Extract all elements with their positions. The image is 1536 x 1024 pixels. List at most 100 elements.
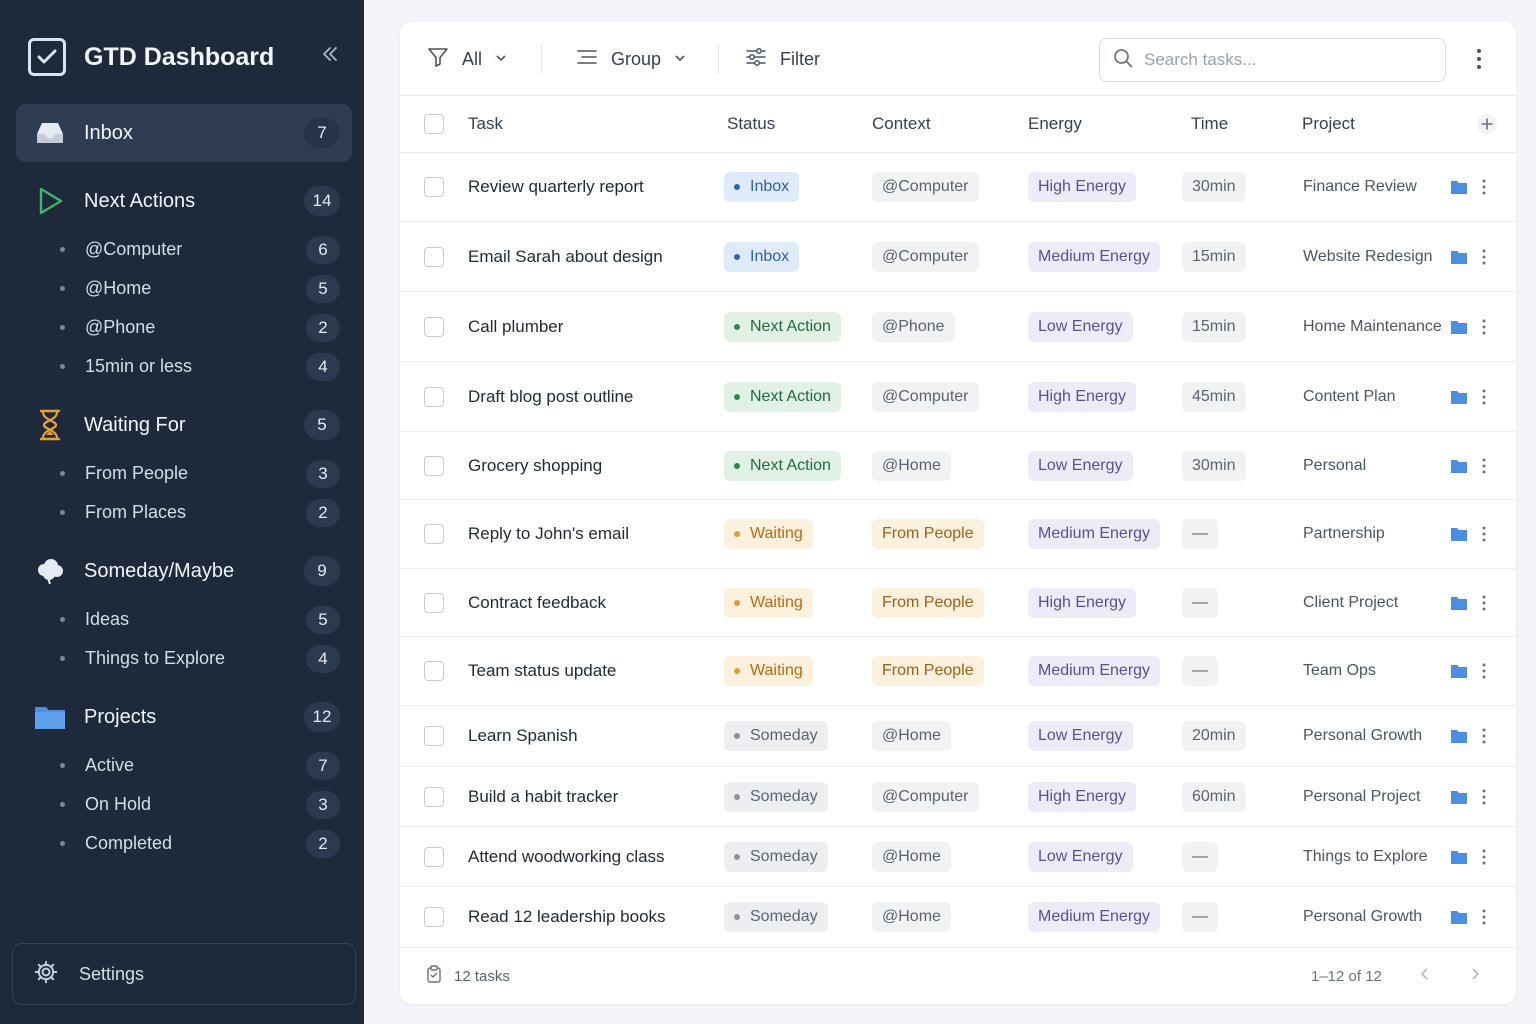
collapse-sidebar-icon[interactable] (320, 44, 340, 70)
column-energy[interactable]: Energy (1028, 114, 1082, 133)
time-badge[interactable]: 15min (1182, 241, 1246, 272)
row-checkbox[interactable] (424, 177, 444, 197)
table-row[interactable]: Build a habit tracker Someday @Computer Hig… (400, 767, 1516, 827)
sidebar-subitem--home[interactable]: @Home 5 (16, 269, 352, 308)
row-checkbox[interactable] (424, 246, 444, 267)
time-badge[interactable]: 60min (1182, 781, 1246, 812)
context-badge[interactable]: @Home (872, 450, 951, 481)
row-menu-icon[interactable] (1480, 767, 1488, 826)
row-menu-icon[interactable] (1480, 887, 1488, 947)
context-badge[interactable]: From People (872, 656, 984, 686)
time-badge[interactable]: 30min (1182, 172, 1246, 202)
time-badge[interactable]: — (1182, 587, 1218, 618)
row-checkbox[interactable] (424, 846, 444, 867)
column-task[interactable]: Task (468, 114, 503, 133)
context-badge[interactable]: @Home (872, 902, 951, 932)
add-column-icon[interactable] (1476, 96, 1498, 152)
row-checkbox[interactable] (424, 786, 444, 807)
table-row[interactable]: Attend woodworking class Someday @Home Low … (400, 827, 1516, 887)
settings-button[interactable]: Settings (12, 943, 356, 1005)
context-badge[interactable]: @Computer (872, 781, 979, 812)
table-row[interactable]: Read 12 leadership books Someday @Home Medi… (400, 887, 1516, 948)
folder-icon[interactable] (1450, 432, 1468, 499)
energy-badge[interactable]: Low Energy (1028, 311, 1133, 342)
status-badge[interactable]: Next Action (724, 311, 841, 342)
folder-icon[interactable] (1450, 827, 1468, 886)
energy-badge[interactable]: High Energy (1028, 381, 1137, 412)
folder-icon[interactable] (1450, 569, 1468, 636)
column-status[interactable]: Status (727, 114, 776, 133)
table-row[interactable]: Draft blog post outline Next Action @Compu… (400, 362, 1516, 432)
sidebar-item-waiting-for[interactable]: Waiting For 5 (16, 396, 352, 454)
sidebar-subitem--phone[interactable]: @Phone 2 (16, 308, 352, 347)
sidebar-subitem-ideas[interactable]: Ideas 5 (16, 600, 352, 639)
status-badge[interactable]: Waiting (724, 656, 813, 686)
time-badge[interactable]: 15min (1182, 311, 1246, 342)
table-row[interactable]: Team status update Waiting From People Medi… (400, 637, 1516, 706)
row-checkbox[interactable] (424, 726, 444, 746)
context-badge[interactable]: @Computer (872, 381, 979, 412)
row-checkbox[interactable] (424, 907, 444, 927)
folder-icon[interactable] (1450, 500, 1468, 568)
time-badge[interactable]: — (1182, 841, 1218, 872)
sidebar-subitem-from-people[interactable]: From People 3 (16, 454, 352, 493)
row-menu-icon[interactable] (1480, 827, 1488, 886)
folder-icon[interactable] (1450, 222, 1468, 291)
energy-badge[interactable]: Medium Energy (1028, 241, 1161, 272)
table-row[interactable]: Review quarterly report Inbox @Computer Hig… (400, 153, 1516, 222)
row-menu-icon[interactable] (1480, 432, 1488, 499)
row-menu-icon[interactable] (1480, 292, 1488, 361)
context-badge[interactable]: From People (872, 519, 984, 549)
sidebar-item-projects[interactable]: Projects 12 (16, 688, 352, 746)
status-badge[interactable]: Next Action (724, 450, 841, 481)
filter-all-dropdown[interactable]: All (426, 39, 508, 79)
folder-icon[interactable] (1450, 153, 1468, 221)
sidebar-subitem-on-hold[interactable]: On Hold 3 (16, 785, 352, 824)
time-badge[interactable]: — (1182, 519, 1218, 549)
folder-icon[interactable] (1450, 767, 1468, 826)
row-menu-icon[interactable] (1480, 637, 1488, 705)
sidebar-item-next-actions[interactable]: Next Actions 14 (16, 172, 352, 230)
status-badge[interactable]: Waiting (724, 587, 813, 618)
table-row[interactable]: Reply to John's email Waiting From People M… (400, 500, 1516, 569)
previous-page-icon[interactable] (1418, 965, 1432, 988)
row-menu-icon[interactable] (1480, 706, 1488, 766)
context-badge[interactable]: @Computer (872, 172, 979, 202)
context-badge[interactable]: @Computer (872, 241, 979, 272)
energy-badge[interactable]: Low Energy (1028, 721, 1133, 751)
folder-icon[interactable] (1450, 706, 1468, 766)
column-context[interactable]: Context (872, 114, 931, 133)
sidebar-subitem--computer[interactable]: @Computer 6 (16, 230, 352, 269)
table-row[interactable]: Call plumber Next Action @Phone Low Energy 1… (400, 292, 1516, 362)
energy-badge[interactable]: Low Energy (1028, 841, 1133, 872)
energy-badge[interactable]: Low Energy (1028, 450, 1133, 481)
group-dropdown[interactable]: Group (575, 39, 687, 79)
row-checkbox[interactable] (424, 455, 444, 476)
status-badge[interactable]: Inbox (724, 172, 800, 202)
row-menu-icon[interactable] (1480, 569, 1488, 636)
sidebar-item-someday-maybe[interactable]: Someday/Maybe 9 (16, 542, 352, 600)
sidebar-subitem-15min-or-less[interactable]: 15min or less 4 (16, 347, 352, 386)
row-checkbox[interactable] (424, 316, 444, 337)
context-badge[interactable]: @Phone (872, 311, 955, 342)
sidebar-item-inbox[interactable]: Inbox 7 (16, 104, 352, 162)
energy-badge[interactable]: Medium Energy (1028, 656, 1161, 686)
more-options-icon[interactable] (1470, 46, 1488, 77)
search-input[interactable] (1144, 50, 1424, 70)
sidebar-subitem-active[interactable]: Active 7 (16, 746, 352, 785)
row-menu-icon[interactable] (1480, 362, 1488, 431)
status-badge[interactable]: Next Action (724, 381, 841, 412)
status-badge[interactable]: Someday (724, 721, 828, 751)
status-badge[interactable]: Someday (724, 781, 828, 812)
column-project[interactable]: Project (1302, 114, 1355, 133)
table-row[interactable]: Grocery shopping Next Action @Home Low Ener… (400, 432, 1516, 500)
next-page-icon[interactable] (1468, 965, 1482, 988)
folder-icon[interactable] (1450, 887, 1468, 947)
time-badge[interactable]: 30min (1182, 450, 1246, 481)
energy-badge[interactable]: High Energy (1028, 587, 1137, 618)
energy-badge[interactable]: Medium Energy (1028, 902, 1161, 932)
column-time[interactable]: Time (1191, 114, 1229, 133)
row-checkbox[interactable] (424, 592, 444, 613)
row-menu-icon[interactable] (1480, 153, 1488, 221)
select-all-checkbox[interactable] (424, 114, 444, 134)
